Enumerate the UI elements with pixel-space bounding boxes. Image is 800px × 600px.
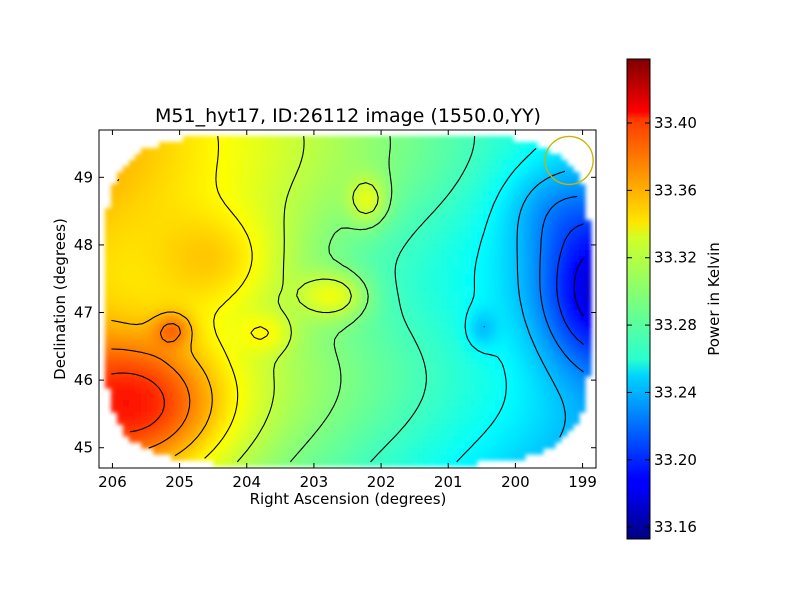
colorbar-tick-label: 33.36 (654, 181, 697, 199)
chart-title: M51_hyt17, ID:26112 image (1550.0,YY) (155, 105, 541, 127)
x-tick-label: 205 (165, 473, 194, 491)
colorbar-tick-label: 33.28 (654, 316, 697, 334)
colorbar-tick-label: 33.32 (654, 249, 697, 267)
x-tick-label: 199 (568, 473, 597, 491)
colorbar-tick-label: 33.16 (654, 518, 697, 536)
x-axis: 206 205 204 203 202 201 200 199 (98, 130, 597, 491)
plot-frame (98, 129, 597, 469)
colorbar-label: Power in Kelvin (705, 242, 723, 356)
colorbar-tick-label: 33.20 (654, 451, 697, 469)
x-tick-label: 204 (232, 473, 261, 491)
beam-marker (544, 135, 594, 186)
contour-lines (111, 136, 585, 463)
x-tick-label: 202 (367, 473, 396, 491)
y-tick-label: 46 (74, 371, 93, 389)
x-tick-label: 206 (98, 473, 127, 491)
x-tick-label: 203 (300, 473, 329, 491)
y-tick-label: 49 (74, 168, 93, 186)
y-axis-label: Declination (degrees) (51, 218, 69, 380)
y-axis: 45 46 47 48 49 (74, 168, 596, 457)
y-tick-label: 48 (74, 236, 93, 254)
x-tick-label: 201 (434, 473, 463, 491)
colorbar-tick-label: 33.40 (654, 114, 697, 132)
x-tick-label: 200 (501, 473, 530, 491)
colorbar-gradient (626, 58, 651, 540)
colorbar: 33.16 33.20 33.24 33.28 33.32 33.36 33.40 Powe… (626, 58, 723, 540)
y-tick-label: 47 (74, 304, 93, 322)
colorbar-tick-label: 33.24 (654, 383, 697, 401)
heatmap-image (105, 135, 594, 467)
y-tick-label: 45 (74, 439, 93, 457)
x-axis-label: Right Ascension (degrees) (250, 490, 447, 508)
